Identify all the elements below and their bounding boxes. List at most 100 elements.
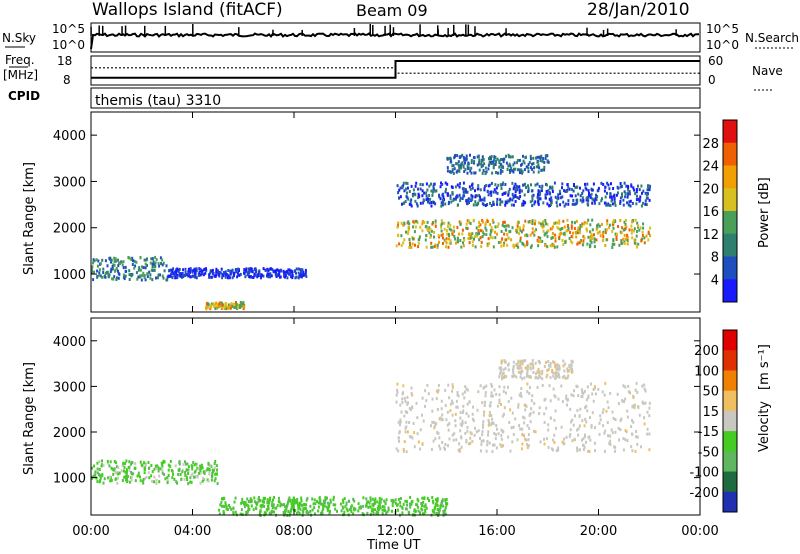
heatmap-cell <box>519 228 522 232</box>
heatmap-cell <box>445 245 447 249</box>
heatmap-cell <box>291 272 294 275</box>
heatmap-cell <box>504 200 507 204</box>
heatmap-cell <box>177 473 180 476</box>
heatmap-cell <box>581 191 584 195</box>
heatmap-cell <box>484 223 487 227</box>
heatmap-cell <box>357 509 360 513</box>
heatmap-cell <box>538 166 541 170</box>
heatmap-cell <box>555 449 558 453</box>
heatmap-cell <box>369 496 372 500</box>
heatmap-cell <box>509 171 511 174</box>
heatmap-cell <box>263 500 266 504</box>
heatmap-cell <box>537 376 540 380</box>
heatmap-cell <box>612 219 615 223</box>
heatmap-cell <box>386 510 389 514</box>
heatmap-cell <box>490 181 493 185</box>
heatmap-cell <box>567 202 570 206</box>
heatmap-cell <box>218 274 221 278</box>
heatmap-cell <box>492 202 495 206</box>
heatmap-cell <box>480 159 483 163</box>
heatmap-cell <box>521 370 524 373</box>
colorbar-segment <box>723 350 737 371</box>
nsky-trace <box>90 24 699 50</box>
heatmap-cell <box>334 503 337 507</box>
heatmap-cell <box>492 200 495 204</box>
heatmap-cell <box>569 433 572 437</box>
heatmap-cell <box>549 416 552 420</box>
heatmap-cell <box>522 228 525 232</box>
heatmap-cell <box>490 394 493 398</box>
heatmap-cell <box>542 220 545 224</box>
heatmap-cell <box>585 196 588 200</box>
heatmap-cell <box>587 449 590 453</box>
heatmap-cell <box>576 409 579 412</box>
heatmap-cell <box>313 506 316 510</box>
heatmap-cell <box>193 475 195 479</box>
heatmap-cell <box>537 199 540 203</box>
heatmap-cell <box>213 479 216 483</box>
heatmap-cell <box>464 421 467 425</box>
heatmap-cell <box>451 186 454 189</box>
heatmap-cell <box>396 225 399 229</box>
heatmap-cell <box>365 502 368 506</box>
heatmap-cell <box>419 511 422 515</box>
heatmap-cell <box>459 164 462 168</box>
heatmap-cell <box>437 390 439 394</box>
heatmap-cell <box>369 499 372 503</box>
heatmap-cell <box>402 223 405 227</box>
heatmap-cell <box>545 360 548 364</box>
heatmap-cell <box>579 186 581 190</box>
heatmap-cell <box>609 204 612 207</box>
heatmap-cell <box>637 242 640 246</box>
nsearch-tick-bottom: 10^0 <box>706 38 739 52</box>
heatmap-cell <box>366 511 369 515</box>
heatmap-cell <box>556 204 559 208</box>
heatmap-cell <box>541 159 544 163</box>
heatmap-cell <box>469 169 472 173</box>
heatmap-cell <box>408 407 411 410</box>
heatmap-cell <box>562 364 565 368</box>
heatmap-cell <box>480 240 483 244</box>
heatmap-cell <box>513 161 516 165</box>
heatmap-cell <box>645 203 648 207</box>
heatmap-cell <box>506 243 509 247</box>
heatmap-cell <box>486 190 489 193</box>
heatmap-cell <box>593 240 596 244</box>
heatmap-cell <box>610 195 613 199</box>
heatmap-cell <box>564 241 567 244</box>
heatmap-cell <box>626 201 628 205</box>
heatmap-cell <box>246 271 249 275</box>
heatmap-cell <box>547 360 550 363</box>
heatmap-cell <box>163 460 166 464</box>
heatmap-cell <box>586 221 589 225</box>
heatmap-cell <box>319 511 322 515</box>
heatmap-cell <box>442 241 444 245</box>
heatmap-cell <box>532 170 535 174</box>
heatmap-cell <box>505 238 508 242</box>
heatmap-cell <box>581 200 584 204</box>
heatmap-cell <box>214 477 217 481</box>
heatmap-cell <box>642 222 645 226</box>
heatmap-cell <box>475 226 478 230</box>
heatmap-cell <box>97 264 99 268</box>
heatmap-cell <box>267 275 270 279</box>
heatmap-cell <box>341 505 344 509</box>
heatmap-cell <box>563 233 566 237</box>
heatmap-cell <box>578 424 581 428</box>
heatmap-cell <box>143 461 145 465</box>
heatmap-cell <box>630 445 633 449</box>
heatmap-cell <box>488 242 491 246</box>
heatmap-cell <box>187 272 190 276</box>
heatmap-cell <box>466 190 469 194</box>
heatmap-cell <box>175 269 178 273</box>
heatmap-cell <box>576 446 578 450</box>
heatmap-cell <box>113 263 116 267</box>
heatmap-cell <box>570 363 573 366</box>
heatmap-cell <box>517 359 520 363</box>
heatmap-cell <box>141 273 144 277</box>
heatmap-cell <box>547 160 550 164</box>
heatmap-cell <box>644 401 647 405</box>
heatmap-cell <box>515 362 518 366</box>
heatmap-cell <box>224 272 227 276</box>
heatmap-cell <box>626 236 629 240</box>
